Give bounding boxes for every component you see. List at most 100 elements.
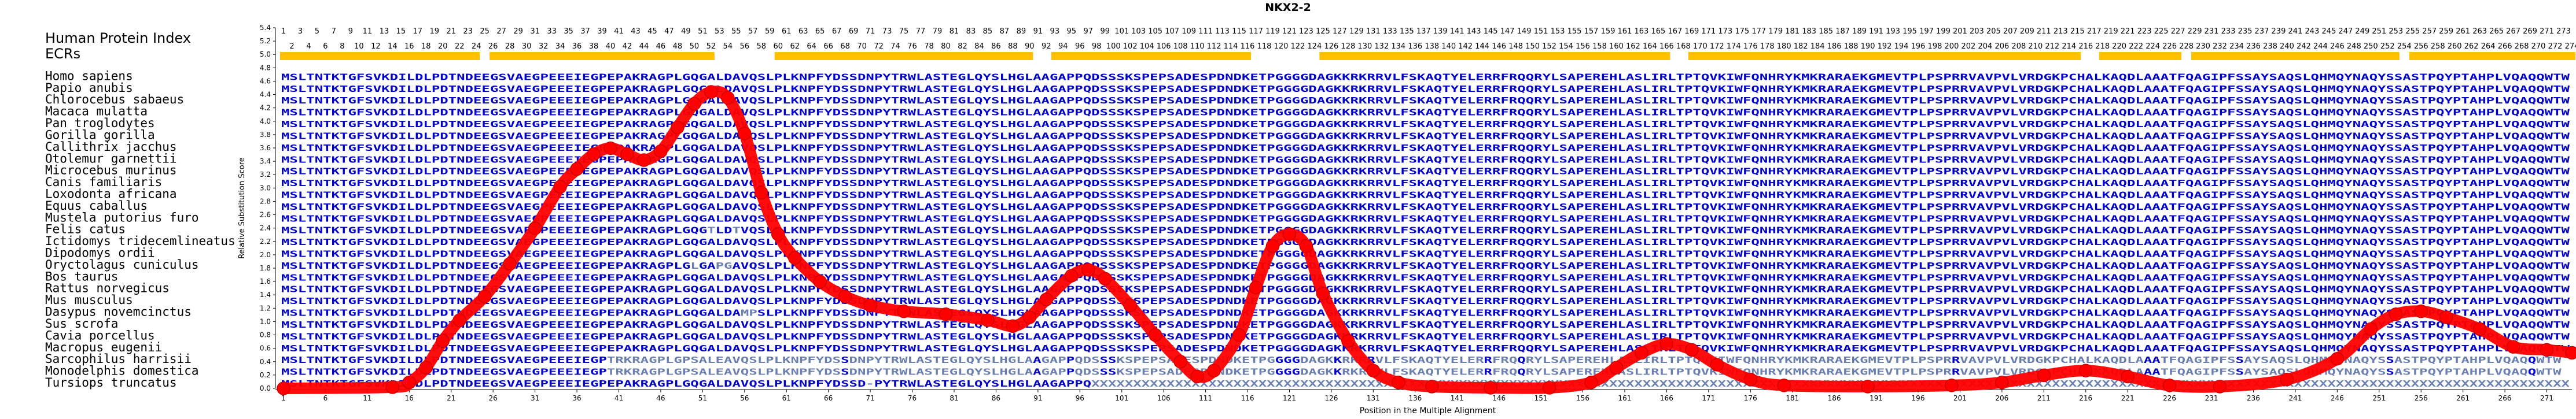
position-index-label: 224 (2146, 42, 2160, 51)
curve-point (755, 186, 768, 200)
position-index-label: 199 (1936, 27, 1951, 36)
position-index-label: 248 (2347, 42, 2361, 51)
curve-point (637, 153, 651, 167)
position-index-label: 270 (2531, 42, 2546, 51)
species-name: Mus musculus (45, 293, 133, 307)
x-tick-label: 191 (1870, 394, 1883, 402)
position-index-label: 126 (1324, 42, 1338, 51)
species-name: Tursiops truncatus (45, 376, 177, 390)
species-name: Callithrix jacchus (45, 140, 177, 154)
position-index-label: 75 (899, 27, 909, 36)
x-tick-label: 121 (1283, 394, 1296, 402)
position-index-label: 55 (731, 27, 741, 36)
header-label-ecrs: ECRs (45, 46, 80, 62)
position-index-label: 221 (2121, 27, 2135, 36)
position-index-label: 79 (933, 27, 943, 36)
position-index-label: 181 (1785, 27, 1799, 36)
position-index-label: 140 (1441, 42, 1456, 51)
position-index-label: 69 (849, 27, 859, 36)
position-index-label: 185 (1819, 27, 1833, 36)
position-index-label: 205 (1986, 27, 2001, 36)
position-index-label: 95 (1067, 27, 1077, 36)
position-index-label: 195 (1902, 27, 1917, 36)
curve-point (1341, 334, 1355, 348)
position-index-label: 230 (2196, 42, 2210, 51)
position-index-label: 26 (488, 42, 498, 51)
sequence-row: MSLTNTKTGFSVKDILDLPDTNDEEGSVAEGPEEEIEGPE… (281, 296, 2571, 306)
x-tick-label: 196 (1912, 394, 1925, 402)
position-index-label: 67 (832, 27, 842, 36)
position-index-label: 98 (1092, 42, 1102, 51)
position-index-label: 56 (740, 42, 750, 51)
position-index-label: 260 (2448, 42, 2462, 51)
x-tick-label: 211 (2037, 394, 2051, 402)
curve-point (553, 180, 567, 194)
y-tick-label: 2.4 (260, 224, 271, 232)
position-index-label: 170 (1693, 42, 1707, 51)
position-index-label: 96 (1075, 42, 1085, 51)
position-index-label: 231 (2205, 27, 2219, 36)
species-name: Oryctolagus cuniculus (45, 258, 199, 272)
position-index-label: 81 (950, 27, 959, 36)
sequence-row: MSLTNTKTGFSVKDILDLPDTNDEEGSVAEGPEEEIEGPE… (281, 213, 2571, 224)
curve-point (603, 141, 617, 155)
curve-point (419, 361, 433, 374)
position-index-label: 5 (315, 27, 319, 36)
header-label-protein-index: Human Protein Index (45, 30, 191, 46)
position-index-label: 239 (2272, 27, 2286, 36)
ecr-bar (1051, 52, 1252, 60)
position-index-label: 182 (1794, 42, 1808, 51)
position-index-label: 33 (547, 27, 557, 36)
position-index-label: 107 (1165, 27, 1179, 36)
position-index-label: 150 (1525, 42, 1540, 51)
x-tick-label: 241 (2288, 394, 2302, 402)
position-index-label: 271 (2540, 27, 2554, 36)
position-index-label: 2 (289, 42, 294, 51)
position-index-label: 132 (1374, 42, 1389, 51)
x-tick-label: 86 (992, 394, 1000, 402)
ecr-bar (2099, 52, 2182, 60)
species-name: Otolemur garnettii (45, 151, 177, 165)
sequence-row: MSLTNTKTGFSVKDILDLPDTNDEEGSVAEGPEEEIEGPE… (281, 72, 2571, 82)
position-index-label: 31 (530, 27, 540, 36)
position-index-label: 252 (2380, 42, 2395, 51)
position-index-label: 226 (2162, 42, 2177, 51)
curve-point (704, 85, 718, 99)
position-index-label: 76 (907, 42, 917, 51)
position-index-label: 83 (966, 27, 976, 36)
curve-point (1299, 239, 1313, 253)
position-index-label: 68 (840, 42, 850, 51)
position-index-label: 20 (438, 42, 448, 51)
position-index-label: 22 (455, 42, 465, 51)
x-tick-label: 76 (908, 394, 917, 402)
y-tick-label: 1.2 (260, 304, 271, 312)
sequence-row: MSLTNTKTGFSVKDILDLPDTNDEEGSVAEGPEEEIEGPE… (281, 272, 2571, 283)
position-index-label: 77 (916, 27, 926, 36)
y-tick-label: 1.6 (260, 277, 271, 285)
position-index-label: 27 (496, 27, 506, 36)
curve-point (1190, 369, 1204, 384)
position-index-label: 236 (2246, 42, 2261, 51)
position-index-label: 186 (1827, 42, 1842, 51)
species-name: Mustela putorius furo (45, 210, 199, 224)
position-index-label: 203 (1970, 27, 1984, 36)
ecr-bar (774, 52, 1033, 60)
curve-point (1635, 346, 1648, 360)
species-name: Papio anubis (45, 81, 133, 95)
x-tick-label: 141 (1451, 394, 1464, 402)
y-tick-label: 0.8 (260, 331, 271, 339)
position-index-label: 59 (765, 27, 775, 36)
position-index-label: 92 (1042, 42, 1051, 51)
position-index-label: 74 (890, 42, 900, 51)
curve-point (1039, 292, 1054, 306)
position-index-label: 202 (1962, 42, 1976, 51)
x-tick-label: 131 (1367, 394, 1380, 402)
position-index-label: 52 (706, 42, 716, 51)
sequence-row: MSLTNTKTGFSVKDILDLPDTNDEEGSVAEGPEEEIEGPE… (281, 166, 2571, 177)
species-name: Pan troglodytes (45, 116, 155, 130)
position-index-label: 268 (2515, 42, 2529, 51)
position-index-label: 46 (656, 42, 666, 51)
curve-point (2121, 369, 2135, 384)
position-index-label: 90 (1025, 42, 1035, 51)
species-name: Dasypus novemcinctus (45, 305, 192, 319)
